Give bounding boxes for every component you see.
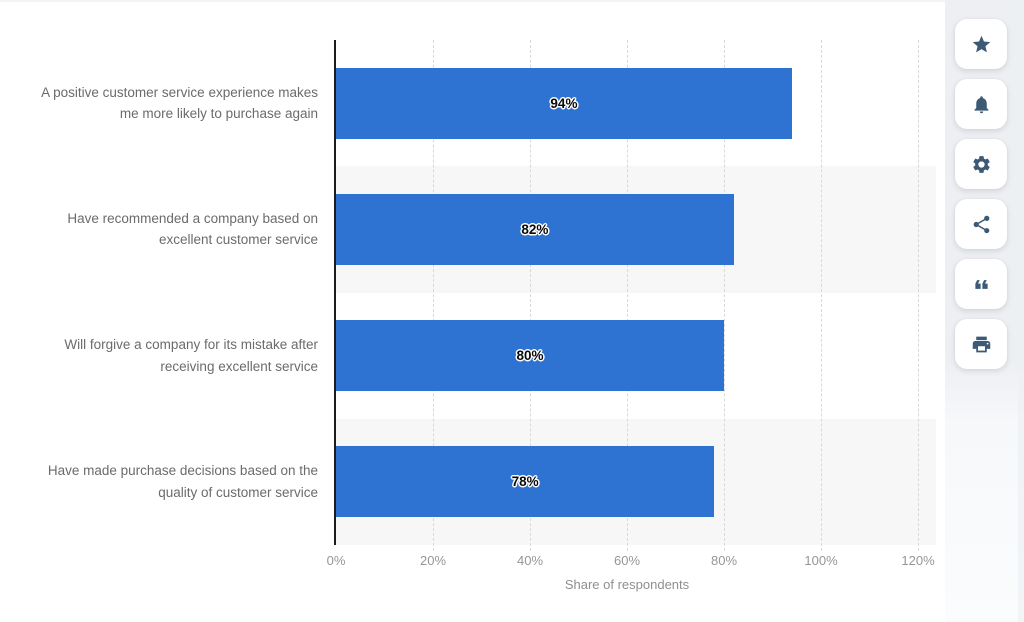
bar[interactable]: 78% [336, 446, 715, 518]
gridline [821, 40, 822, 551]
cite-button[interactable] [955, 259, 1007, 309]
category-label: A positive customer service experience m… [41, 84, 318, 122]
settings-button[interactable] [955, 139, 1007, 189]
x-tick-label: 100% [804, 553, 838, 568]
y-axis-line [334, 40, 336, 545]
share-button[interactable] [955, 199, 1007, 249]
x-tick-label: 20% [419, 553, 447, 568]
gridline [627, 40, 628, 551]
printer-icon [972, 336, 990, 352]
x-tick-label: 80% [710, 553, 738, 568]
gridline [724, 40, 725, 551]
category-label: Have made purchase decisions based on th… [47, 463, 318, 500]
bar-value-label: 80% [516, 348, 544, 364]
bar-value-label: 78% [511, 474, 539, 490]
bar[interactable]: 80% [336, 320, 724, 392]
gear-icon [972, 155, 990, 173]
gridline [918, 40, 919, 551]
bell-icon [974, 95, 988, 113]
gridline [530, 40, 531, 551]
chart-action-toolbar [945, 0, 1024, 622]
bar-chart-plot-area: 94% 82% 80% 78% [334, 40, 936, 551]
category-label: Have recommended a company based on exce… [67, 210, 318, 248]
bar[interactable]: 94% [336, 67, 792, 139]
quote-icon [974, 279, 988, 289]
print-button[interactable] [955, 319, 1007, 369]
x-tick-label: 40% [516, 553, 544, 568]
star-icon [972, 35, 990, 52]
bar-value-label: 82% [521, 221, 549, 237]
x-tick-label: 0% [326, 553, 346, 568]
x-axis: 0% 20% 40% 60% 80% 100% 120% [327, 553, 936, 571]
page-top-divider [0, 0, 1024, 2]
x-tick-label: 120% [901, 553, 935, 568]
x-tick-label: 60% [613, 553, 641, 568]
bar-value-label: 94% [550, 95, 578, 111]
bar[interactable]: 82% [336, 193, 734, 265]
x-axis-title: Share of respondents [564, 577, 690, 592]
category-axis: A positive customer service experience m… [0, 40, 318, 545]
share-icon [973, 215, 989, 233]
category-label: Will forgive a company for its mistake a… [64, 337, 318, 374]
notifications-button[interactable] [955, 79, 1007, 129]
gridline [433, 40, 434, 551]
favorite-button[interactable] [955, 19, 1007, 69]
